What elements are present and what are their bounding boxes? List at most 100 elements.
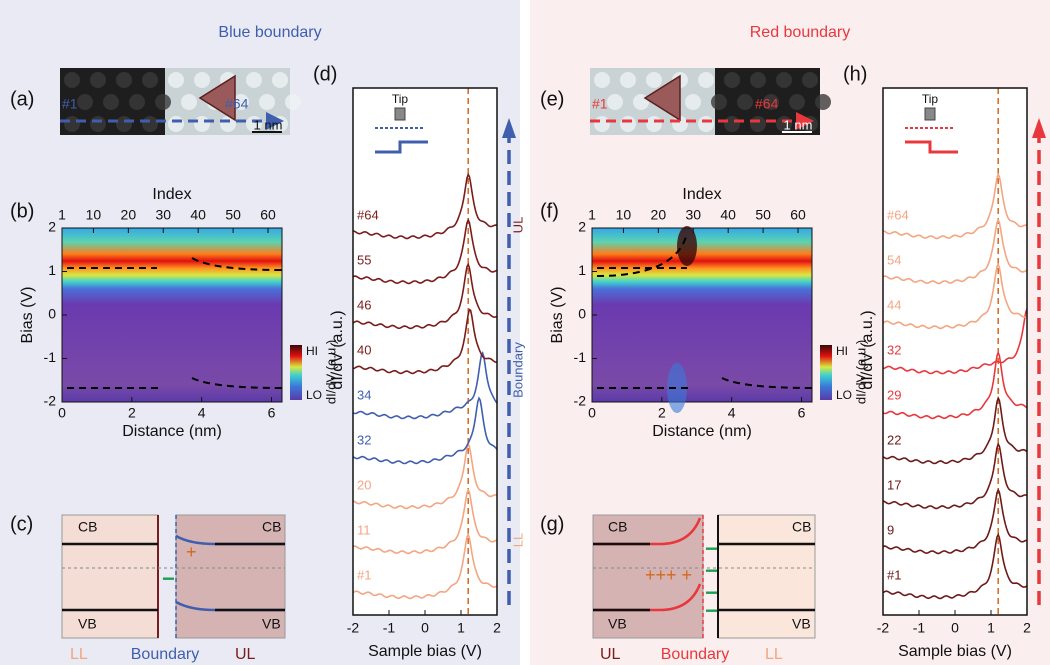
stm-spot [129, 94, 145, 110]
stm-spot [64, 72, 80, 88]
colorbar-hi: HI [836, 344, 848, 358]
colorbar-label: dI/dV (a.u.) [853, 340, 868, 404]
stm-spot [142, 116, 158, 132]
x-tick-label: 4 [728, 405, 736, 421]
x-tick-label: 6 [268, 405, 276, 421]
label: CB [608, 519, 627, 535]
arrow-head [266, 112, 284, 130]
side-arrow-head [502, 118, 516, 138]
stm-spot [233, 94, 249, 110]
stm-spot [646, 116, 662, 132]
y-tick-label: -2 [44, 393, 57, 409]
stm-spot [698, 116, 714, 132]
index-tick-label: 1 [588, 207, 596, 223]
spectrum-label: #1 [357, 567, 371, 582]
stm-spot [77, 94, 93, 110]
spectrum-label: #1 [887, 567, 901, 582]
x-tick-label: 1 [987, 620, 995, 636]
spectrum [353, 351, 497, 420]
triangle [643, 74, 681, 122]
spectra [883, 88, 1027, 615]
stm-spot [64, 116, 80, 132]
spectrum [353, 172, 497, 240]
panel-label: (h) [843, 63, 867, 85]
side-arrow-head [1032, 118, 1046, 138]
x-tick-label: 0 [421, 620, 429, 636]
index-tick-label: 10 [616, 207, 632, 223]
spectrum [883, 262, 1027, 330]
index-tick-label: 20 [121, 207, 137, 223]
label: CB [78, 519, 97, 535]
label: CB [262, 519, 281, 535]
end-label: #64 [225, 96, 249, 112]
colorbar-lo: LO [836, 388, 852, 402]
stm-spot [194, 72, 210, 88]
index-tick-label: 20 [651, 207, 667, 223]
charge: +++ + [645, 565, 692, 585]
region-label: Boundary [131, 646, 200, 663]
y-tick-label: 2 [48, 219, 56, 235]
x-tick-label: 2 [128, 405, 136, 421]
region-label: UL [600, 646, 621, 663]
stm-spot [181, 94, 197, 110]
spectrum [883, 488, 1027, 555]
y-tick-label: -2 [574, 393, 587, 409]
start-label: #1 [592, 96, 608, 112]
spectrum-label: #64 [887, 207, 909, 222]
stm-spot [620, 72, 636, 88]
spectrum [353, 262, 497, 330]
spectrum [883, 172, 1027, 240]
region-label: LL [70, 646, 88, 663]
index-tick-label: 60 [790, 207, 806, 223]
stm-spot [272, 72, 288, 88]
charge: − [705, 598, 718, 623]
x-axis-label: Distance (nm) [652, 423, 752, 440]
heat-feature [667, 363, 687, 413]
x-tick-label: -1 [383, 620, 396, 636]
x-tick-label: 2 [493, 620, 501, 636]
index-tick-label: 50 [225, 207, 241, 223]
stm-spot [168, 72, 184, 88]
x-axis-label: Distance (nm) [122, 423, 222, 440]
charge: − [162, 566, 175, 591]
spectrum [353, 532, 497, 600]
y-tick-label: -1 [44, 349, 57, 365]
step [905, 140, 958, 154]
x-tick-label: 0 [58, 405, 66, 421]
colorbar-label: dI/dV (a.u.) [323, 340, 338, 404]
side-label: UL [510, 217, 525, 234]
plot-bg [883, 88, 1027, 615]
x-tick-label: -1 [913, 620, 926, 636]
label: VB [792, 616, 811, 632]
x-tick-label: 6 [798, 405, 806, 421]
stm-spot [724, 72, 740, 88]
spectrum-label: 11 [357, 522, 371, 537]
index-tick-label: 40 [190, 207, 206, 223]
x-tick-label: 2 [1023, 620, 1031, 636]
stm-spot [776, 72, 792, 88]
x-tick-label: 0 [951, 620, 959, 636]
stm-spot [116, 116, 132, 132]
stm-spot [815, 94, 831, 110]
x-tick-label: -2 [347, 620, 360, 636]
y-tick-label: 0 [578, 306, 586, 322]
stm-spot [594, 72, 610, 88]
index-tick-label: 30 [155, 207, 171, 223]
stm-spot [194, 116, 210, 132]
y-tick-label: 1 [578, 262, 586, 278]
guide-line [596, 232, 688, 277]
tip-label: Tip [922, 92, 939, 106]
panel-label: (g) [540, 513, 564, 535]
colorbar-hi: HI [306, 344, 318, 358]
end-label: #64 [755, 96, 779, 112]
guide-line [67, 257, 283, 271]
y-axis-label: Bias (V) [19, 287, 36, 344]
panel-label: (c) [10, 513, 33, 535]
guide-line [67, 377, 283, 389]
colorbar [820, 345, 832, 400]
panel-label: (b) [10, 200, 34, 222]
stm-spot [750, 72, 766, 88]
stm-spot [607, 94, 623, 110]
charge: − [705, 536, 718, 561]
spectrum [883, 442, 1027, 510]
